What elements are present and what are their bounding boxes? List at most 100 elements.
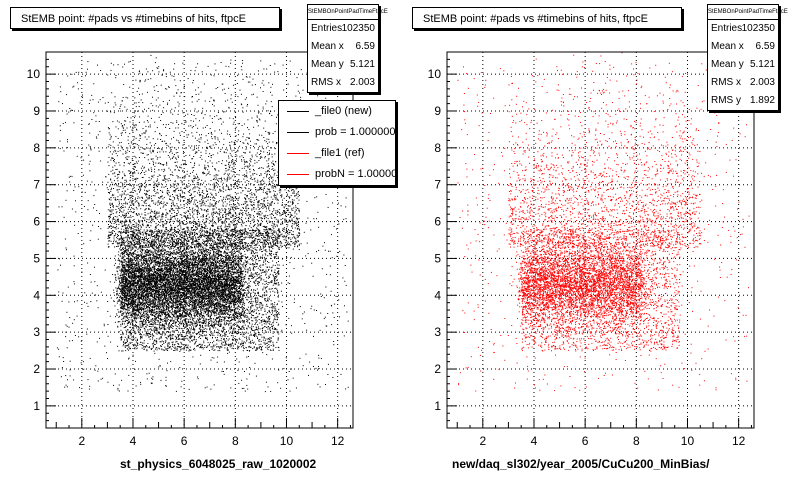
- scatter-point: [123, 290, 124, 292]
- scatter-point: [129, 257, 131, 259]
- scatter-point: [156, 265, 158, 266]
- scatter-point: [123, 249, 124, 251]
- scatter-point: [233, 259, 235, 261]
- scatter-point: [149, 237, 151, 239]
- scatter-point: [236, 141, 238, 143]
- scatter-point: [187, 314, 189, 316]
- scatter-point: [124, 198, 126, 199]
- scatter-point: [185, 270, 187, 272]
- scatter-point: [171, 318, 173, 320]
- scatter-point: [216, 271, 218, 273]
- scatter-point: [239, 266, 241, 268]
- scatter-point: [157, 315, 159, 317]
- scatter-point: [148, 332, 149, 334]
- scatter-point: [136, 282, 138, 284]
- scatter-point: [147, 205, 149, 207]
- scatter-point: [278, 231, 280, 233]
- scatter-point: [129, 201, 131, 203]
- scatter-point: [187, 298, 189, 300]
- scatter-point: [263, 127, 265, 129]
- scatter-point: [159, 328, 161, 330]
- scatter-point: [271, 270, 273, 272]
- scatter-point: [110, 144, 112, 146]
- scatter-point: [167, 258, 168, 259]
- scatter-point: [147, 239, 148, 240]
- scatter-point: [194, 145, 195, 147]
- scatter-point: [254, 329, 256, 331]
- scatter-point: [251, 327, 253, 329]
- scatter-point: [298, 243, 300, 245]
- scatter-point: [299, 229, 301, 231]
- scatter-point: [89, 239, 91, 241]
- scatter-point: [123, 224, 125, 226]
- scatter-point: [154, 339, 156, 341]
- scatter-point: [243, 322, 245, 324]
- scatter-point: [148, 250, 149, 252]
- scatter-point: [122, 312, 124, 314]
- scatter-point: [181, 295, 183, 297]
- scatter-point: [180, 189, 182, 191]
- scatter-point: [195, 203, 196, 205]
- scatter-point: [188, 239, 190, 241]
- scatter-point: [156, 275, 158, 277]
- scatter-point: [129, 211, 131, 213]
- scatter-point: [205, 303, 207, 305]
- scatter-point: [218, 279, 220, 281]
- scatter-point: [170, 306, 171, 308]
- scatter-point: [204, 334, 206, 336]
- scatter-point: [109, 214, 111, 216]
- scatter-point: [174, 274, 175, 276]
- scatter-point: [115, 279, 117, 281]
- scatter-point: [257, 241, 259, 243]
- scatter-point: [218, 236, 219, 238]
- scatter-point: [212, 347, 214, 349]
- scatter-point: [172, 323, 173, 325]
- scatter-point: [138, 328, 140, 330]
- scatter-point: [147, 275, 149, 277]
- scatter-point: [257, 181, 259, 183]
- scatter-point: [262, 269, 264, 271]
- scatter-point: [152, 346, 154, 348]
- scatter-point: [143, 296, 144, 298]
- scatter-point: [226, 245, 228, 247]
- scatter-point: [148, 298, 150, 300]
- scatter-point: [142, 326, 144, 328]
- scatter-point: [324, 249, 326, 251]
- scatter-point: [152, 325, 154, 327]
- scatter-point: [239, 327, 240, 328]
- scatter-point: [192, 82, 194, 84]
- scatter-point: [161, 306, 163, 308]
- scatter-point: [237, 248, 239, 250]
- scatter-point: [163, 285, 165, 287]
- scatter-point: [144, 315, 145, 317]
- scatter-point: [180, 310, 181, 312]
- scatter-point: [179, 350, 181, 352]
- scatter-point: [136, 347, 138, 349]
- scatter-point: [126, 291, 128, 293]
- scatter-point: [311, 262, 313, 264]
- scatter-point: [166, 245, 168, 247]
- scatter-point: [153, 341, 155, 343]
- scatter-point: [150, 292, 152, 294]
- scatter-point: [176, 121, 178, 123]
- scatter-point: [258, 134, 260, 136]
- scatter-point: [138, 299, 140, 301]
- scatter-point: [132, 248, 134, 250]
- scatter-point: [173, 330, 175, 332]
- scatter-point: [228, 255, 230, 257]
- scatter-point: [140, 264, 142, 266]
- scatter-point: [158, 197, 160, 199]
- scatter-point: [131, 279, 133, 281]
- scatter-point: [192, 184, 194, 185]
- scatter-point: [187, 244, 189, 246]
- scatter-point: [261, 296, 263, 298]
- scatter-point: [147, 251, 149, 253]
- scatter-point: [223, 274, 225, 276]
- scatter-point: [174, 324, 176, 326]
- scatter-point: [172, 337, 174, 339]
- scatter-point: [73, 379, 75, 381]
- scatter-point: [207, 278, 209, 280]
- scatter-point: [196, 289, 198, 291]
- scatter-point: [137, 309, 139, 311]
- scatter-point: [167, 232, 169, 234]
